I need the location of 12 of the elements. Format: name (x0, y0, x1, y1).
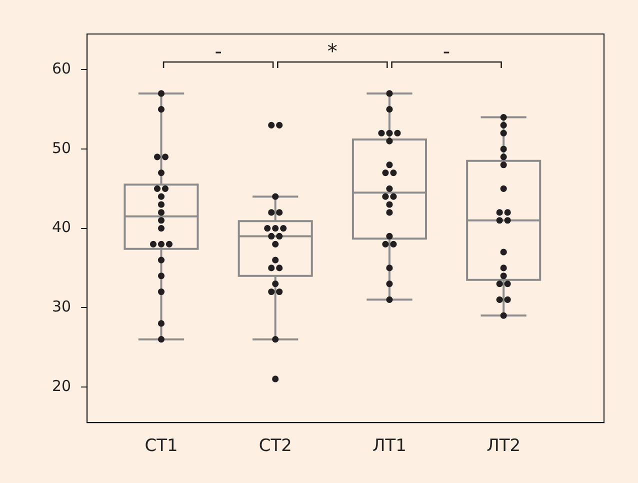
y-tick-label: 50 (52, 138, 72, 157)
y-tick-label: 40 (52, 218, 72, 236)
y-tick-label: 20 (52, 376, 72, 395)
x-tick-label: СТ1 (144, 436, 178, 456)
y-tick-label: 30 (52, 297, 72, 316)
x-tick-label: ЛТ2 (486, 436, 521, 456)
y-tick-label: 60 (52, 60, 72, 78)
x-tick-label: ЛТ1 (372, 436, 406, 456)
x-tick-label: СТ2 (258, 436, 292, 456)
annotation: - (442, 39, 450, 63)
annotation: - (214, 39, 222, 63)
annotation: * (327, 39, 338, 63)
